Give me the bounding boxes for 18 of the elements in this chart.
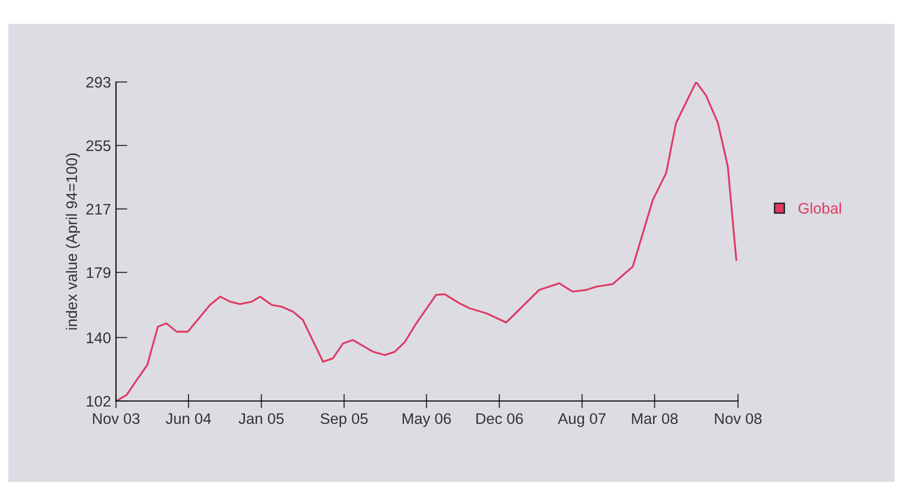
y-tick-label: 140 <box>86 332 111 344</box>
x-tick-label: Sep 05 <box>320 413 368 428</box>
y-tick-label: 217 <box>86 204 110 214</box>
x-tick-label: Nov 03 <box>93 413 140 424</box>
x-tick-label: May 06 <box>402 413 451 428</box>
x-tick-label: Dec 06 <box>476 413 523 424</box>
y-tick-label: 179 <box>86 267 110 278</box>
x-tick-label: Nov 08 <box>715 413 762 424</box>
legend-label: Global <box>798 202 841 214</box>
y-tick-label: 102 <box>86 396 110 407</box>
line-series <box>116 82 738 401</box>
x-tick-label: Jun 04 <box>166 413 212 424</box>
y-axis-title: index value (April 94=100) <box>66 153 80 330</box>
y-tick-label: 293 <box>86 76 110 88</box>
x-tick-label: Aug 07 <box>558 413 606 428</box>
y-tick-label: 255 <box>86 140 110 152</box>
x-tick-label: Mar 08 <box>632 413 678 424</box>
x-tick-label: Jan 05 <box>238 413 284 424</box>
